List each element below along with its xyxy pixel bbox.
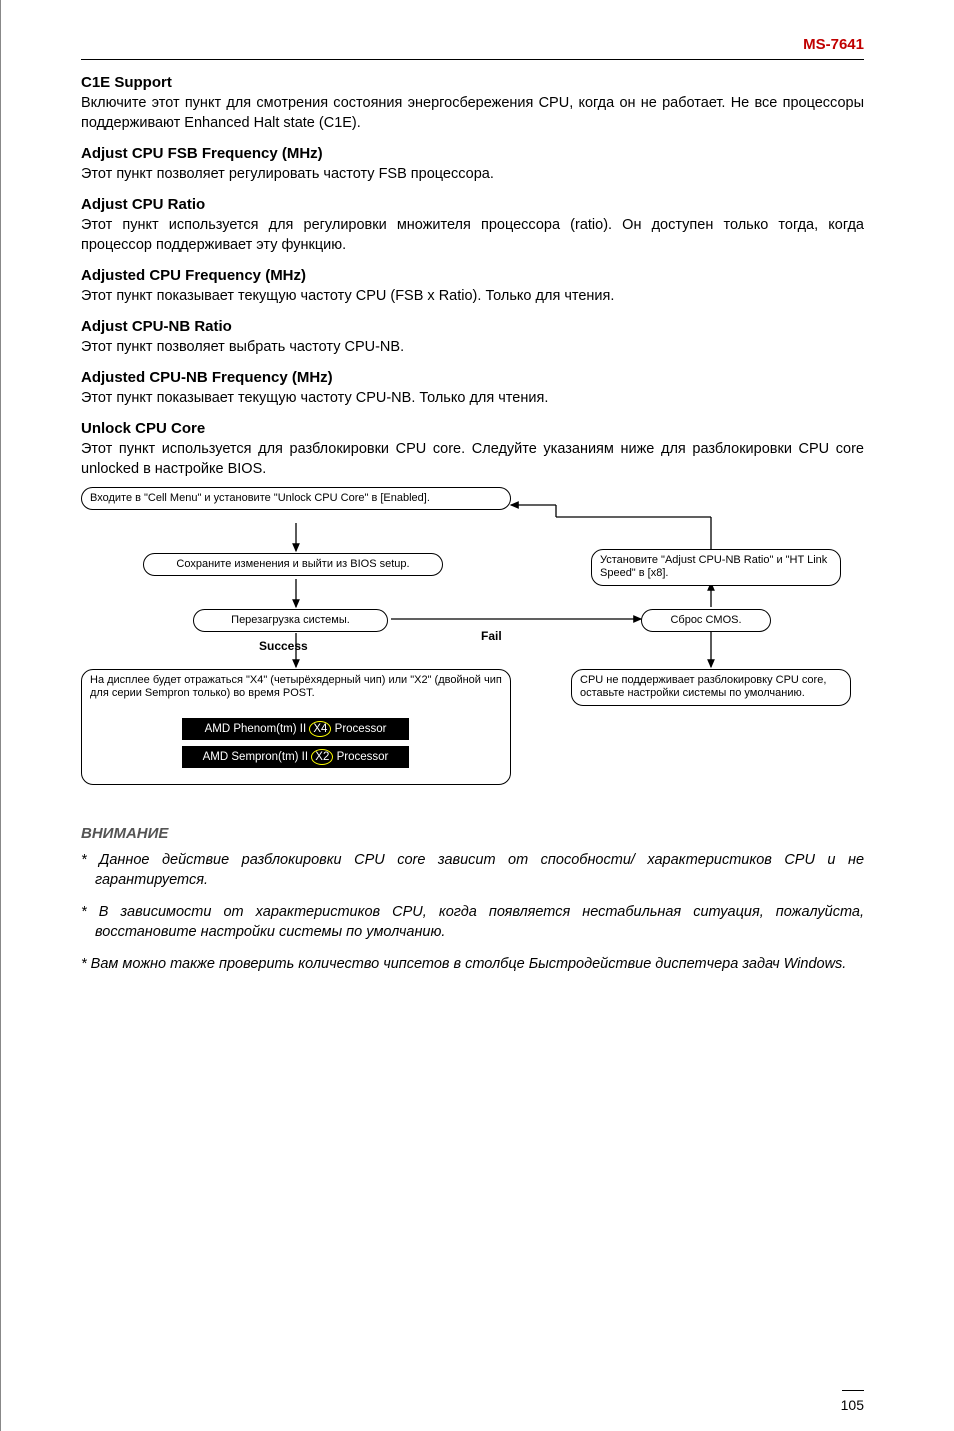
flow-b7: CPU не поддерживает разблокировку CPU co…	[571, 669, 851, 706]
flow-b6: На дисплее будет отражаться "X4" (четырё…	[90, 674, 502, 701]
note-3: Вам можно также проверить количество чип…	[81, 954, 864, 974]
notice-list: Данное действие разблокировки CPU core з…	[81, 850, 864, 974]
s5-title: Adjust CPU-NB Ratio	[81, 318, 864, 335]
s6-body: Этот пункт показывает текущую частоту CP…	[81, 388, 864, 408]
flowchart: Входите в "Cell Menu" и установите "Unlo…	[81, 487, 865, 807]
note-1: Данное действие разблокировки CPU core з…	[81, 850, 864, 890]
flow-b6-wrap: На дисплее будет отражаться "X4" (четырё…	[81, 669, 511, 785]
s2-title: Adjust CPU FSB Frequency (MHz)	[81, 145, 864, 162]
notice-title: ВНИМАНИЕ	[81, 825, 864, 842]
s4-title: Adjusted CPU Frequency (MHz)	[81, 267, 864, 284]
s3-body: Этот пункт используется для регулировки …	[81, 215, 864, 255]
flow-fail-label: Fail	[481, 629, 502, 643]
flow-sempron: AMD Sempron(tm) II X2 Processor	[182, 746, 409, 768]
flow-phenom: AMD Phenom(tm) II X4 Processor	[182, 718, 409, 740]
s1-title: C1E Support	[81, 74, 864, 91]
s3-title: Adjust CPU Ratio	[81, 196, 864, 213]
flow-b1: Входите в "Cell Menu" и установите "Unlo…	[81, 487, 511, 510]
header-model: MS-7641	[81, 36, 864, 53]
flow-success-label: Success	[259, 639, 308, 653]
s7-body: Этот пункт используется для разблокировк…	[81, 439, 864, 479]
pagenum-rule	[842, 1390, 864, 1391]
s2-body: Этот пункт позволяет регулировать частот…	[81, 164, 864, 184]
flow-b4: Установите "Adjust CPU-NB Ratio" и "HT L…	[591, 549, 841, 586]
note-2: В зависимости от характеристиков CPU, ко…	[81, 902, 864, 942]
flow-b2: Сохраните изменения и выйти из BIOS setu…	[143, 553, 443, 576]
s5-body: Этот пункт позволяет выбрать частоту CPU…	[81, 337, 864, 357]
s1-body: Включите этот пункт для смотрения состоя…	[81, 93, 864, 133]
flow-b3: Перезагрузка системы.	[193, 609, 388, 632]
top-rule	[81, 59, 864, 60]
page-number: 105	[841, 1397, 864, 1413]
s6-title: Adjusted CPU-NB Frequency (MHz)	[81, 369, 864, 386]
s4-body: Этот пункт показывает текущую частоту CP…	[81, 286, 864, 306]
flow-b5: Сброс CMOS.	[641, 609, 771, 632]
s7-title: Unlock CPU Core	[81, 420, 864, 437]
